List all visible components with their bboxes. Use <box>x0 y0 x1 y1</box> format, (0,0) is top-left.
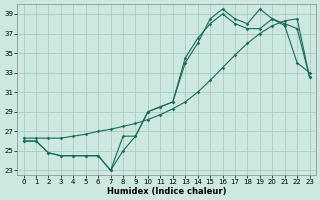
X-axis label: Humidex (Indice chaleur): Humidex (Indice chaleur) <box>107 187 226 196</box>
